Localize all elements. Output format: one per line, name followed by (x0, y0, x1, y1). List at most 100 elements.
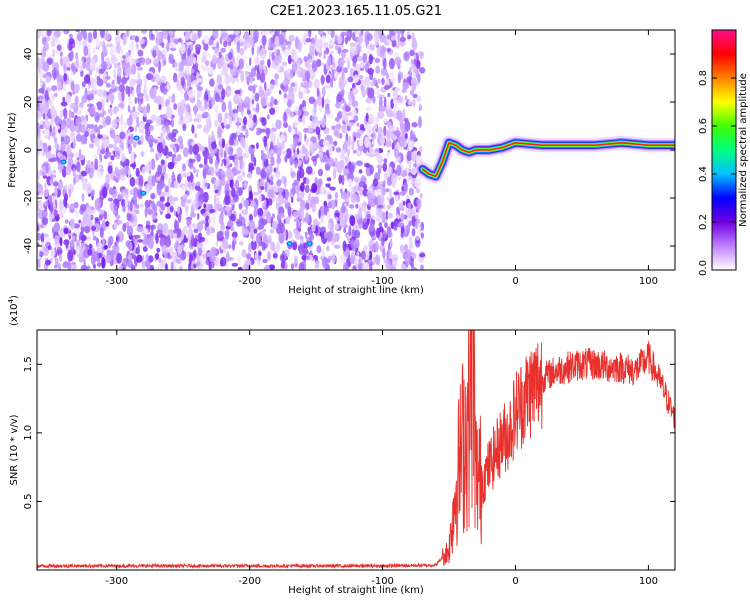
noise-mark (372, 256, 375, 266)
noise-mark (343, 214, 348, 224)
noise-mark (228, 155, 235, 160)
noise-mark (124, 57, 130, 63)
noise-mark (158, 257, 162, 264)
noise-mark (81, 195, 85, 201)
noise-mark (303, 56, 308, 62)
noise-mark (44, 207, 48, 212)
noise-mark (236, 68, 242, 74)
noise-mark (256, 181, 260, 191)
noise-mark (75, 133, 83, 142)
noise-mark (246, 76, 250, 86)
noise-mark (230, 213, 236, 222)
noise-mark (58, 184, 64, 189)
noise-mark (145, 253, 149, 262)
noise-mark (241, 249, 247, 258)
noise-mark (331, 125, 336, 130)
noise-mark (156, 95, 162, 105)
noise-mark (156, 200, 163, 207)
noise-mark (82, 61, 87, 69)
noise-mark (98, 124, 104, 129)
noise-mark (349, 42, 356, 48)
noise-mark (221, 140, 225, 149)
noise-mark (51, 93, 55, 100)
noise-mark (125, 67, 132, 76)
noise-mark (56, 144, 60, 151)
noise-mark (134, 125, 138, 132)
noise-mark (88, 123, 95, 130)
noise-mark (131, 111, 136, 121)
noise-mark (283, 92, 288, 99)
noise-mark (128, 55, 134, 64)
noise-mark (135, 136, 139, 140)
noise-mark (100, 52, 108, 57)
noise-mark (171, 196, 179, 202)
noise-mark (109, 107, 113, 117)
noise-mark (294, 160, 298, 169)
noise-mark (137, 188, 144, 199)
noise-mark (258, 251, 262, 256)
noise-mark (99, 226, 104, 239)
noise-mark (58, 253, 62, 262)
noise-mark (236, 220, 243, 227)
noise-mark (277, 187, 284, 193)
x-tick-label: -200 (238, 576, 261, 587)
noise-mark (259, 47, 267, 60)
noise-mark (116, 252, 122, 264)
noise-mark (129, 189, 134, 196)
noise-mark (332, 167, 337, 180)
noise-mark (224, 73, 231, 86)
noise-mark (240, 136, 246, 148)
noise-mark (244, 42, 250, 49)
noise-mark (211, 141, 217, 150)
noise-mark (217, 230, 224, 239)
noise-mark (297, 131, 302, 143)
noise-mark (40, 232, 45, 244)
noise-mark (103, 244, 108, 250)
noise-mark (329, 186, 336, 191)
noise-mark (127, 254, 132, 261)
noise-mark (164, 202, 171, 208)
noise-mark (144, 183, 151, 195)
noise-mark (120, 168, 127, 176)
noise-mark (347, 76, 354, 83)
noise-mark (367, 68, 375, 75)
noise-mark (262, 228, 266, 233)
noise-mark (249, 227, 254, 240)
noise-mark (52, 62, 59, 69)
noise-mark (182, 147, 189, 158)
noise-mark (213, 194, 217, 205)
noise-mark (187, 191, 190, 196)
noise-mark (315, 153, 320, 159)
noise-mark (75, 52, 79, 60)
noise-mark (389, 238, 393, 249)
noise-mark (254, 56, 260, 67)
noise-mark (100, 113, 104, 118)
noise-mark (243, 32, 250, 43)
noise-mark (275, 197, 280, 204)
noise-mark (308, 30, 312, 38)
noise-mark (340, 110, 348, 120)
noise-mark (262, 65, 266, 71)
noise-mark (383, 125, 387, 137)
noise-mark (220, 224, 226, 230)
noise-mark (122, 223, 127, 232)
noise-mark (165, 155, 169, 159)
noise-mark (399, 136, 405, 148)
y-tick-label: -20 (23, 190, 34, 206)
y-tick-label: 20 (23, 96, 34, 109)
noise-mark (97, 146, 101, 156)
noise-mark (139, 122, 145, 131)
noise-mark (256, 71, 261, 81)
noise-mark (57, 152, 61, 158)
noise-mark (145, 57, 151, 66)
noise-mark (295, 220, 302, 229)
noise-mark (287, 93, 294, 100)
noise-mark (386, 47, 391, 53)
noise-mark (255, 130, 261, 136)
noise-mark (418, 225, 422, 235)
noise-mark (49, 73, 52, 79)
noise-mark (257, 189, 262, 194)
noise-mark (276, 179, 282, 187)
noise-mark (103, 211, 108, 220)
noise-mark (63, 107, 68, 120)
